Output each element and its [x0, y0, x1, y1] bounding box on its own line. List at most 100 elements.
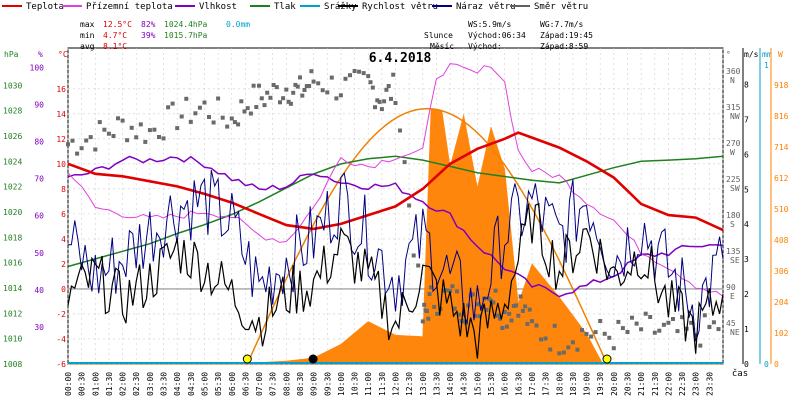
wind-direction-point: [504, 324, 509, 329]
wind-direction-point: [304, 84, 309, 89]
pressure-tick: 1024: [3, 157, 22, 166]
solar-tick: 612: [774, 174, 789, 183]
x-tick-label: 03:00: [146, 372, 155, 396]
humidity-tick: 80: [34, 138, 44, 147]
wind-direction-point: [548, 347, 553, 352]
wind-direction-point: [329, 75, 334, 80]
wind-direction-point: [707, 325, 712, 329]
x-tick-label: 05:00: [200, 372, 209, 396]
wind-dir-name: W: [730, 148, 735, 157]
pressure-tick: 1020: [3, 208, 22, 217]
wind-direction-point: [491, 300, 496, 305]
wind-direction-point: [286, 99, 291, 104]
x-tick-label: 11:30: [378, 372, 387, 396]
wind-direction-point: [334, 96, 339, 101]
wind-direction-point: [716, 327, 721, 332]
wind-direction-point: [398, 128, 402, 133]
wind-speed-tick: 3: [744, 255, 749, 264]
wind-direction-point: [520, 308, 525, 313]
wind-direction-point: [97, 120, 102, 125]
wind-direction-point: [639, 327, 644, 332]
wind-dir-unit: °: [726, 50, 731, 59]
rain-tick: 0: [764, 360, 769, 369]
wind-direction-point: [370, 85, 375, 90]
humidity-tick: 90: [34, 100, 44, 109]
x-tick-label: 06:30: [241, 372, 250, 396]
wind-direction-point: [484, 307, 489, 312]
x-tick-label: 18:00: [555, 372, 564, 396]
wind-direction-point: [216, 96, 221, 101]
wind-direction-point: [106, 131, 111, 136]
humidity-tick: 30: [34, 323, 44, 332]
wind-direction-point: [457, 312, 462, 317]
stats-temp: 12.5°C: [103, 20, 132, 29]
wind-dir-tick: 180: [726, 211, 741, 220]
x-tick-label: 21:30: [651, 372, 660, 396]
wind-direction-point: [661, 322, 666, 327]
wind-direction-point: [166, 105, 171, 110]
x-tick-label: 18:30: [569, 372, 578, 396]
humidity-tick: 100: [30, 63, 45, 72]
wind-direction-point: [698, 343, 703, 348]
wind-direction-point: [552, 323, 557, 328]
temperature-tick: 2: [61, 260, 66, 269]
wind-direction-point: [298, 75, 302, 80]
wind-direction-point: [134, 135, 139, 140]
wind-direction-point: [343, 76, 348, 81]
wind-direction-point: [543, 336, 548, 341]
solar-tick: 510: [774, 205, 789, 214]
wind-direction-point: [288, 101, 293, 106]
wind-direction-point: [66, 142, 70, 147]
humidity-tick: 70: [34, 175, 44, 184]
wind-direction-point: [495, 313, 500, 318]
wind-direction-point: [444, 288, 449, 293]
wind-dir-name: N: [730, 76, 735, 85]
solar-tick: 714: [774, 143, 789, 152]
rain-unit: mm: [762, 50, 772, 59]
temperature-tick: -2: [56, 310, 66, 319]
stats-rain: 0.0mm: [226, 20, 250, 29]
pressure-tick: 1022: [3, 183, 22, 192]
temperature-tick: 8: [61, 185, 66, 194]
wind-direction-point: [634, 321, 639, 326]
wind-direction-point: [566, 345, 571, 350]
x-tick-label: 16:00: [501, 372, 510, 396]
wind-direction-point: [625, 330, 630, 334]
wind-direction-point: [411, 253, 416, 258]
wind-direction-point: [693, 333, 698, 338]
wind-speed-tick: 1: [744, 325, 749, 334]
wind-direction-point: [225, 124, 230, 129]
temperature-tick: -4: [56, 335, 66, 344]
wind-dir-name: S: [730, 220, 735, 229]
wind-direction-point: [432, 304, 437, 309]
wind-direction-point: [193, 111, 198, 116]
wind-direction-point: [102, 127, 107, 132]
wind-direction-point: [75, 151, 80, 156]
wind-direction-point: [450, 284, 455, 289]
wind-direction-point: [239, 99, 244, 104]
sun-rise: Východ:06:34: [468, 31, 526, 40]
wind-direction-point: [518, 294, 523, 299]
x-tick-label: 03:30: [160, 372, 169, 396]
stats-label: avg: [80, 42, 95, 51]
stats-temp: 4.7°C: [103, 31, 127, 40]
wind-direction-point: [262, 103, 267, 108]
sun-arc: [246, 107, 608, 365]
wind-direction-point: [366, 74, 371, 79]
wind-direction-point: [79, 146, 84, 151]
wind-direction-point: [514, 303, 518, 308]
wind-direction-point: [427, 292, 432, 296]
rain-tick: 1: [764, 61, 769, 70]
wind-direction-point: [429, 285, 433, 290]
x-tick-label: 04:30: [187, 372, 196, 396]
wind-direction-point: [377, 99, 382, 104]
wind-direction-point: [580, 328, 584, 333]
wind-direction-point: [248, 111, 253, 116]
solar-tick: 0: [774, 360, 779, 369]
wind-direction-point: [671, 317, 675, 321]
wind-direction-point: [525, 321, 530, 326]
sun-moon-markers: [242, 354, 612, 364]
sunset-marker: [602, 354, 612, 364]
wind-direction-point: [575, 347, 580, 352]
wind-direction-point: [157, 135, 161, 139]
